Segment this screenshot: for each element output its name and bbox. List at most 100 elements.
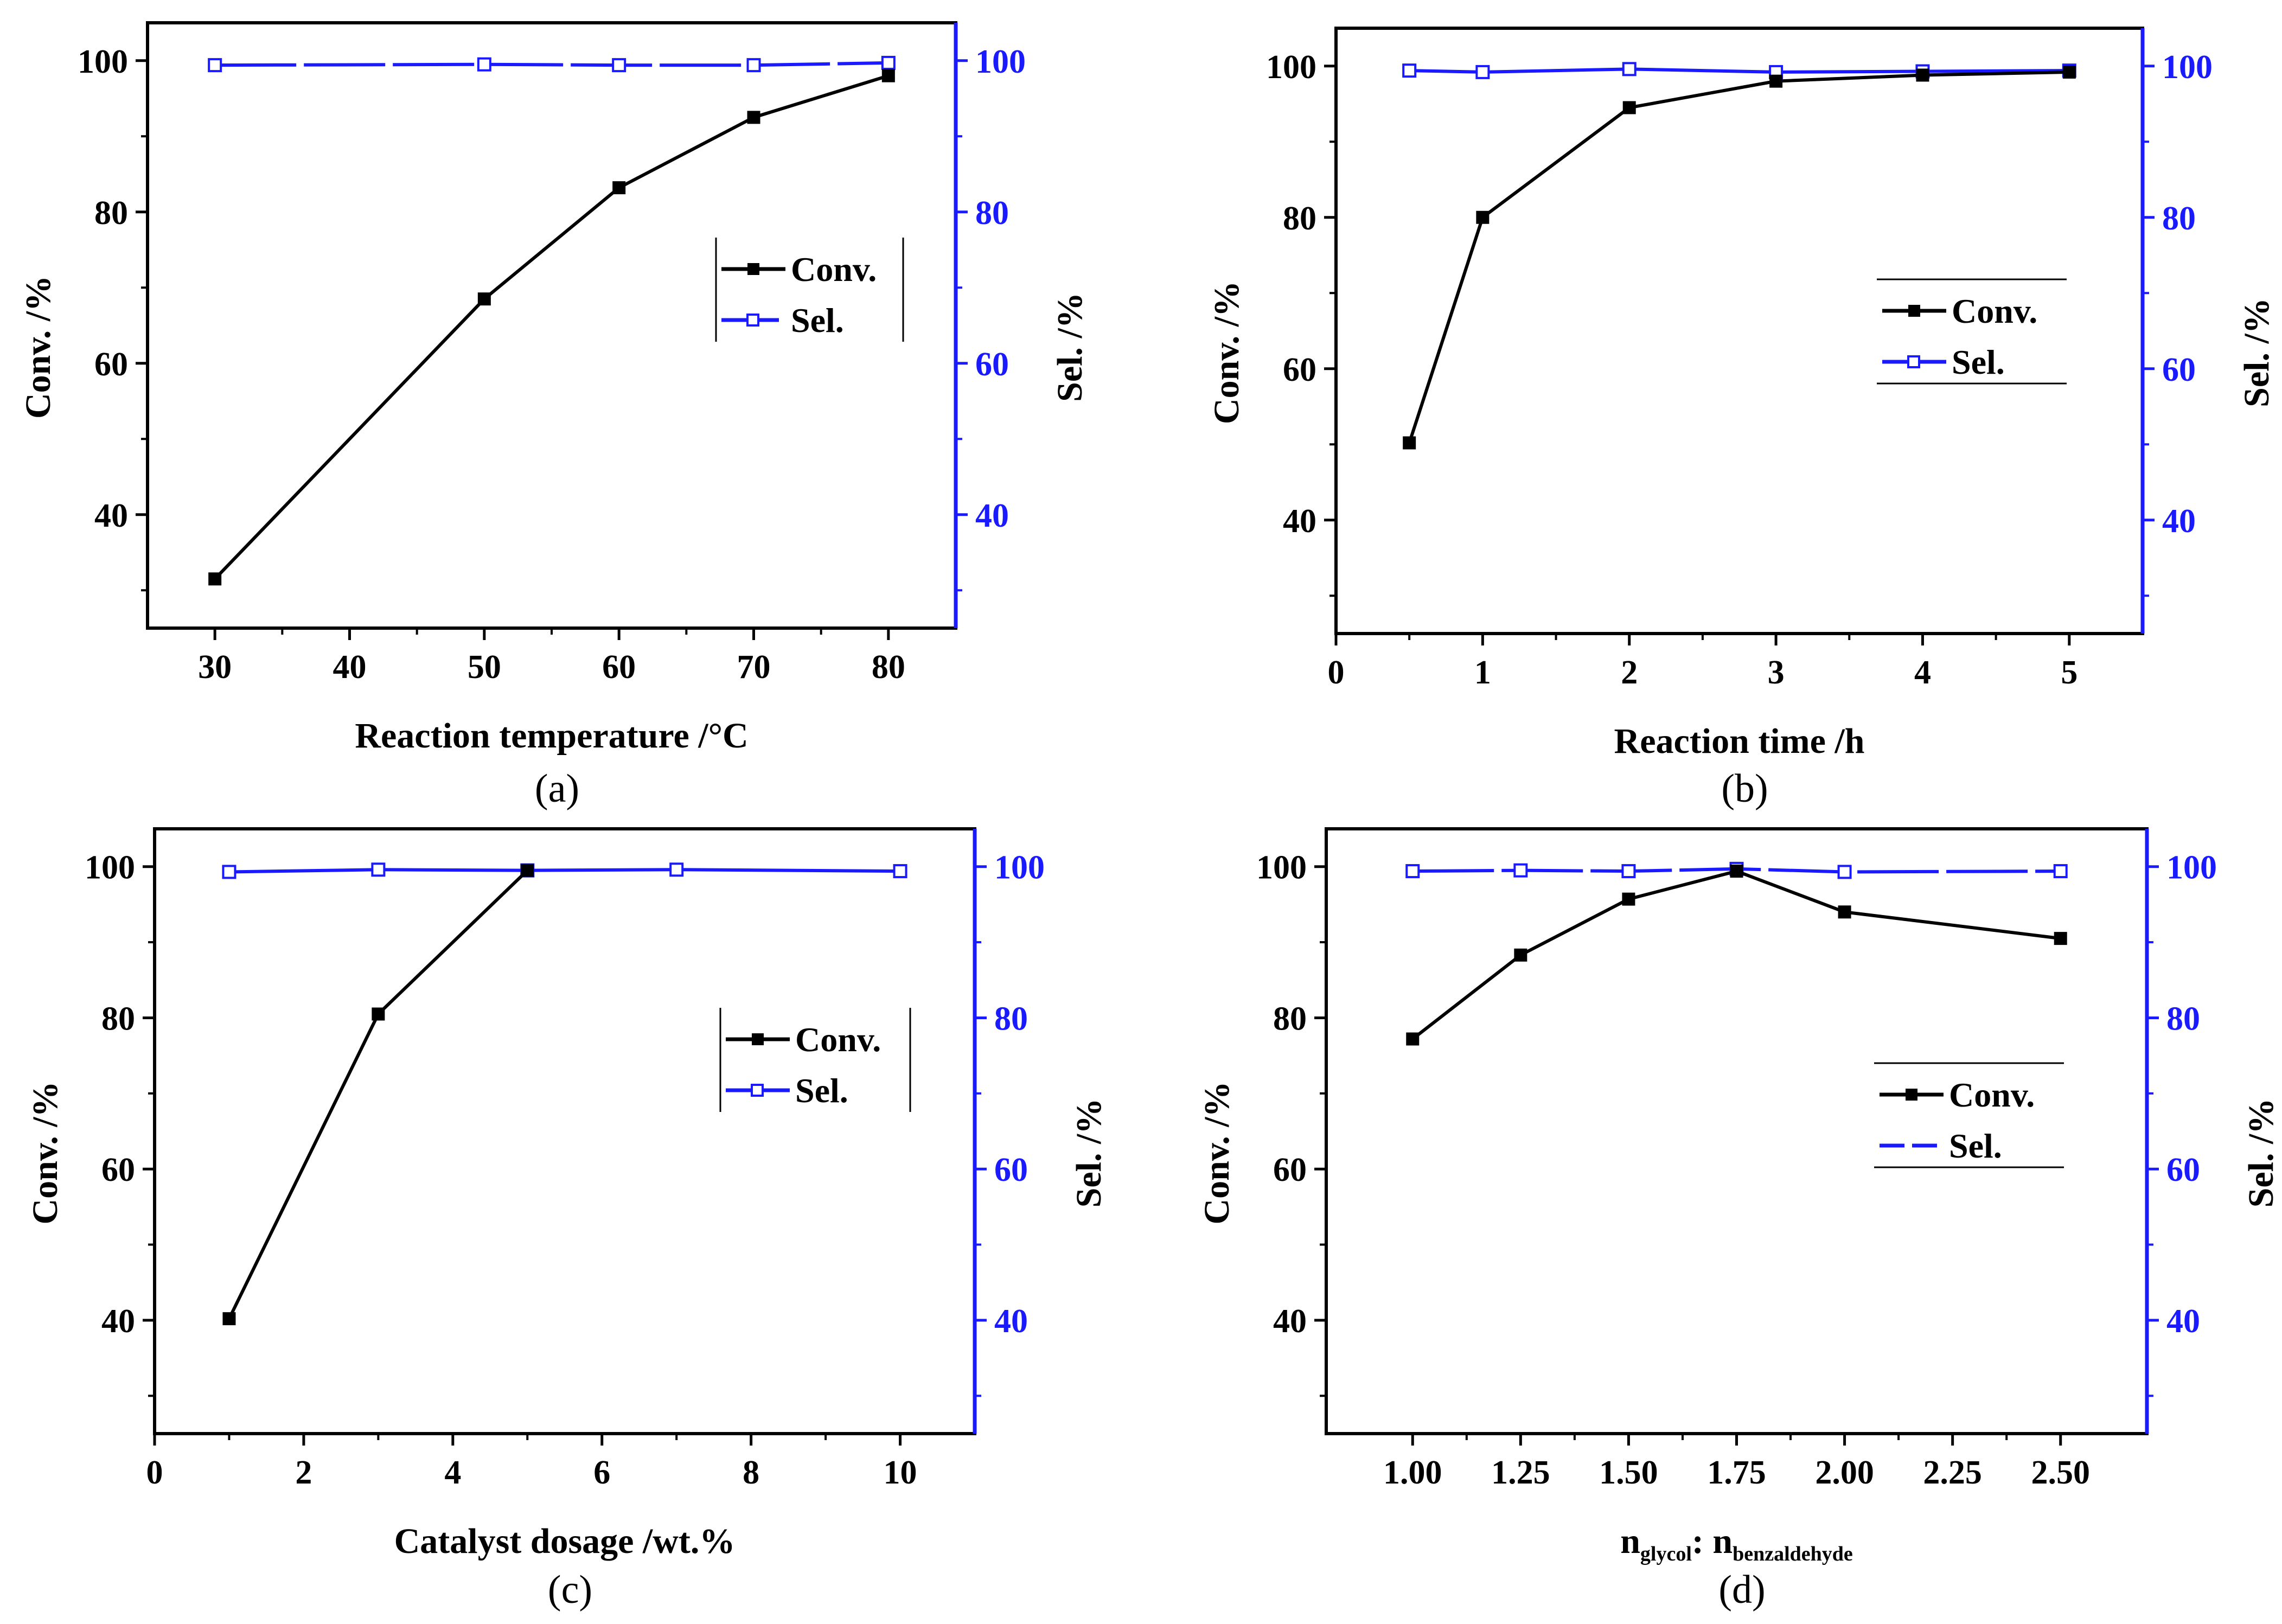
y-tick-label-left: 100 [1266,49,1316,86]
x-axis-label: Reaction time /h [1614,721,1865,761]
y-tick-label-right: 40 [2166,1303,2200,1340]
plot-frame [1334,27,2144,635]
y-axis-label-left: Conv. /% [1197,1081,1237,1224]
data-marks [1405,861,2068,1046]
y-tick-label-right: 80 [2162,200,2196,237]
y-tick-label-right: 80 [2166,1000,2200,1037]
legend-conv-label: Conv. [795,1020,881,1059]
sel-point [1475,65,1490,79]
data-marks [1402,62,2076,450]
conv-series-line [1408,70,2069,444]
y-tick-label-right: 100 [2162,49,2213,86]
y-tick-label-right: 40 [975,497,1009,534]
x-label-sub-benzaldehyde: benzaldehyde [1733,1543,1853,1565]
legend-sel-marker [746,314,759,327]
x-label-sep: : n [1692,1521,1733,1561]
y-tick-label-left: 100 [85,849,135,886]
ticks-group: 0 1 2 3 4 5 40 40 60 60 80 80 100 100 [1266,49,2213,691]
sel-point [881,55,896,70]
x-tick-label: 0 [1328,654,1345,691]
conv-point [1514,948,1527,962]
y-tick-label-right: 40 [994,1303,1028,1340]
x-axis-label: nglycol: nbenzaldehyde [1620,1521,1853,1565]
panel-d: 1.00 1.25 1.50 1.75 2.00 2.25 2.50 40 40 60 60 80 80… [1197,827,2281,1612]
sel-point [371,862,386,877]
x-label-n1: n [1620,1521,1640,1561]
plot-frame [153,827,976,1435]
y-tick-label-left: 100 [1256,849,1307,886]
sel-point [669,862,684,877]
y-axis-label-right: Sel. /% [2237,298,2277,407]
conv-point [222,1312,236,1326]
y-tick-label-left: 80 [1273,1000,1307,1037]
x-tick-label: 1.75 [1707,1454,1766,1491]
conv-point [208,572,222,586]
conv-point [477,292,491,306]
legend-conv-marker [1908,305,1920,317]
y-tick-label-left: 100 [78,43,128,80]
conv-point [1476,210,1490,224]
conv-series-line [1411,869,2061,1040]
sel-point [2053,864,2068,879]
sel-point [208,58,222,73]
legend-sel-label: Sel. [791,301,844,340]
conv-series-line [227,869,529,1320]
y-axis-label-right: Sel. /% [1069,1098,1109,1208]
sel-point [746,58,761,73]
y-tick-label-right: 60 [975,346,1009,383]
x-tick-label: 3 [1768,654,1785,691]
y-tick-label-left: 60 [94,346,128,383]
legend: Conv. Sel. [1877,278,2067,385]
sel-series-line [215,61,888,67]
x-tick-label: 4 [444,1454,461,1491]
y-axis-label-left: Conv. /% [25,1081,65,1224]
data-marks [208,55,896,586]
sel-point [222,865,236,879]
conv-point [2062,65,2076,79]
conv-point [1622,892,1635,906]
ticks-group: 30 40 50 60 70 80 40 40 60 60 80 80 100 100 [78,43,1026,686]
legend-sel-marker [1907,355,1920,368]
y-tick-label-left: 60 [1283,351,1316,388]
y-tick-label-left: 40 [101,1303,135,1340]
x-tick-label: 30 [198,649,232,686]
y-tick-label-left: 40 [1283,503,1316,540]
y-axis-label-right: Sel. /% [2241,1098,2281,1208]
y-tick-label-left: 80 [1283,200,1316,237]
panel-c: 0 2 4 6 8 10 40 40 60 60 80 80 100 100 Catalyst dosag… [25,827,1109,1612]
x-tick-label: 8 [743,1454,759,1491]
panel-a: 30 40 50 60 70 80 40 40 60 60 80 80 100 100 Reaction … [18,21,1090,811]
x-tick-label: 10 [884,1454,917,1491]
sel-series-line [1409,67,2069,74]
x-tick-label: 0 [146,1454,163,1491]
panel-caption: (d) [1718,1568,1765,1612]
x-tick-label: 1.00 [1383,1454,1442,1491]
sel-point [1622,62,1637,76]
panel-b: 0 1 2 3 4 5 40 40 60 60 80 80 100 100 Reaction time /… [1207,27,2277,811]
y-tick-label-right: 60 [994,1152,1028,1188]
sel-point [1402,63,1417,78]
y-tick-label-right: 100 [975,43,1026,80]
conv-series-line [214,74,889,580]
x-tick-label: 1.50 [1599,1454,1658,1491]
y-tick-label-left: 80 [101,1000,135,1037]
x-tick-label: 6 [593,1454,610,1491]
sel-point [1837,865,1852,879]
x-tick-label: 80 [872,649,905,686]
sel-point [1513,863,1528,878]
y-tick-label-right: 80 [994,1000,1028,1037]
conv-point [612,181,626,195]
x-tick-label: 2.50 [2031,1454,2090,1491]
conv-point [1916,68,1929,82]
y-tick-label-left: 60 [1273,1152,1307,1188]
x-tick-label: 1 [1474,654,1491,691]
sel-series-line [229,868,900,874]
y-tick-label-left: 40 [1273,1303,1307,1340]
sel-point [893,864,907,879]
x-tick-label: 70 [737,649,771,686]
conv-point [2054,932,2067,945]
conv-point [1403,436,1416,450]
y-tick-label-right: 60 [2166,1152,2200,1188]
legend-conv-marker [752,1033,764,1045]
y-tick-label-left: 60 [101,1152,135,1188]
